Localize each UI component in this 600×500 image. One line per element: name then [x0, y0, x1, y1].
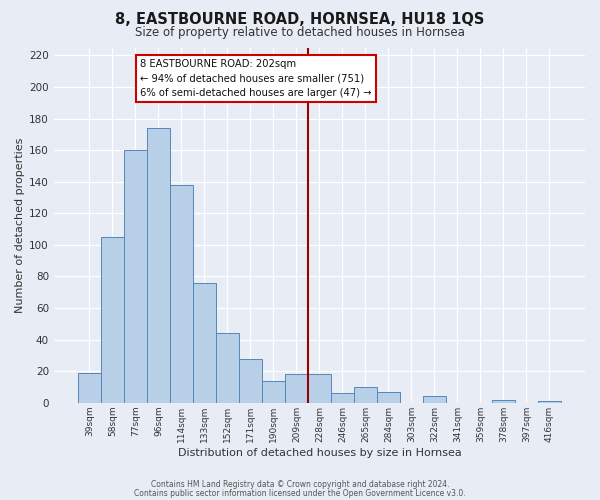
X-axis label: Distribution of detached houses by size in Hornsea: Distribution of detached houses by size … — [178, 448, 461, 458]
Bar — [492, 400, 515, 403]
Bar — [78, 373, 101, 403]
Text: Contains public sector information licensed under the Open Government Licence v3: Contains public sector information licen… — [134, 488, 466, 498]
Bar — [170, 185, 193, 403]
Bar — [262, 380, 285, 403]
Text: Contains HM Land Registry data © Crown copyright and database right 2024.: Contains HM Land Registry data © Crown c… — [151, 480, 449, 489]
Bar — [308, 374, 331, 403]
Bar — [124, 150, 147, 403]
Bar — [216, 334, 239, 403]
Bar — [101, 237, 124, 403]
Bar — [354, 387, 377, 403]
Y-axis label: Number of detached properties: Number of detached properties — [15, 138, 25, 313]
Bar — [285, 374, 308, 403]
Bar — [538, 401, 561, 403]
Text: Size of property relative to detached houses in Hornsea: Size of property relative to detached ho… — [135, 26, 465, 39]
Text: 8 EASTBOURNE ROAD: 202sqm
← 94% of detached houses are smaller (751)
6% of semi-: 8 EASTBOURNE ROAD: 202sqm ← 94% of detac… — [140, 58, 371, 98]
Bar — [377, 392, 400, 403]
Bar — [239, 358, 262, 403]
Bar — [193, 283, 216, 403]
Text: 8, EASTBOURNE ROAD, HORNSEA, HU18 1QS: 8, EASTBOURNE ROAD, HORNSEA, HU18 1QS — [115, 12, 485, 28]
Bar — [331, 394, 354, 403]
Bar — [423, 396, 446, 403]
Bar — [147, 128, 170, 403]
